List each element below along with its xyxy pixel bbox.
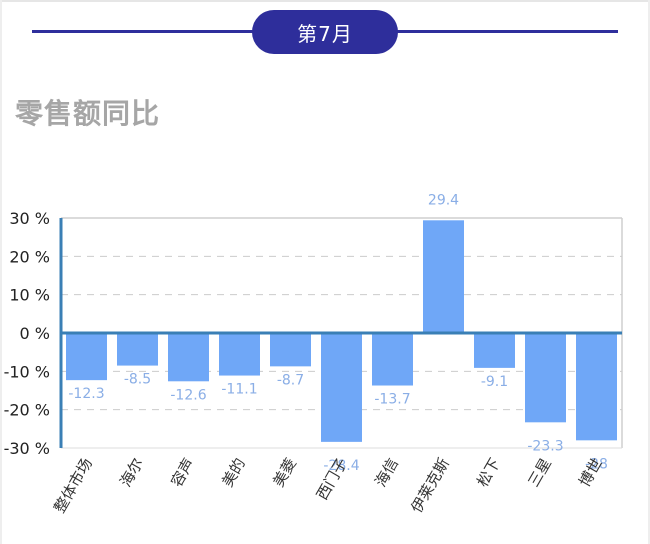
- y-tick-label: -10 %: [4, 362, 50, 381]
- y-tick-label: -30 %: [4, 439, 50, 458]
- x-tick-label: 伊莱克斯: [407, 455, 453, 516]
- right-border: [648, 0, 650, 544]
- data-label: -9.1: [481, 374, 508, 390]
- bar: [270, 333, 311, 367]
- x-tick-label: 美的: [218, 455, 249, 490]
- bar: [66, 333, 107, 381]
- x-tick-label: 美菱: [269, 455, 300, 490]
- header-rule-right: [390, 30, 618, 33]
- left-border: [0, 0, 2, 544]
- bar: [117, 333, 158, 366]
- x-tick-label: 容声: [167, 455, 198, 490]
- y-tick-label: 30 %: [9, 209, 50, 228]
- bar: [321, 333, 362, 442]
- data-label: -11.1: [221, 382, 257, 398]
- y-tick-label: -20 %: [4, 401, 50, 420]
- data-label: -8.5: [124, 372, 151, 388]
- data-label: -28.4: [323, 458, 359, 474]
- x-tick-label: 整体市场: [50, 455, 96, 516]
- bar: [168, 333, 209, 382]
- top-border: [0, 0, 650, 2]
- x-tick-label: 三星: [524, 455, 555, 490]
- bar: [474, 333, 515, 368]
- y-tick-label: 10 %: [9, 286, 50, 305]
- x-tick-label: 西门子: [313, 455, 351, 503]
- data-label: -13.7: [374, 392, 410, 408]
- header-rule-left: [32, 30, 260, 33]
- data-label: 29.4: [428, 192, 459, 208]
- bar: [576, 333, 617, 441]
- month-pill[interactable]: 第7月: [252, 10, 398, 54]
- data-label: -8.7: [277, 372, 304, 388]
- chart-title: 零售额同比: [15, 97, 161, 130]
- data-label: -23.3: [527, 438, 563, 454]
- y-tick-label: 0 %: [20, 324, 50, 343]
- x-tick-label: 松下: [473, 455, 504, 490]
- bar: [525, 333, 566, 423]
- bar: [219, 333, 260, 376]
- x-tick-label: 海信: [371, 455, 402, 490]
- bar: [372, 333, 413, 386]
- data-label: -28: [585, 456, 608, 472]
- bar: [423, 220, 464, 333]
- y-tick-label: 20 %: [9, 247, 50, 266]
- data-label: -12.3: [68, 386, 104, 402]
- data-label: -12.6: [170, 387, 206, 403]
- x-tick-label: 海尔: [116, 455, 147, 490]
